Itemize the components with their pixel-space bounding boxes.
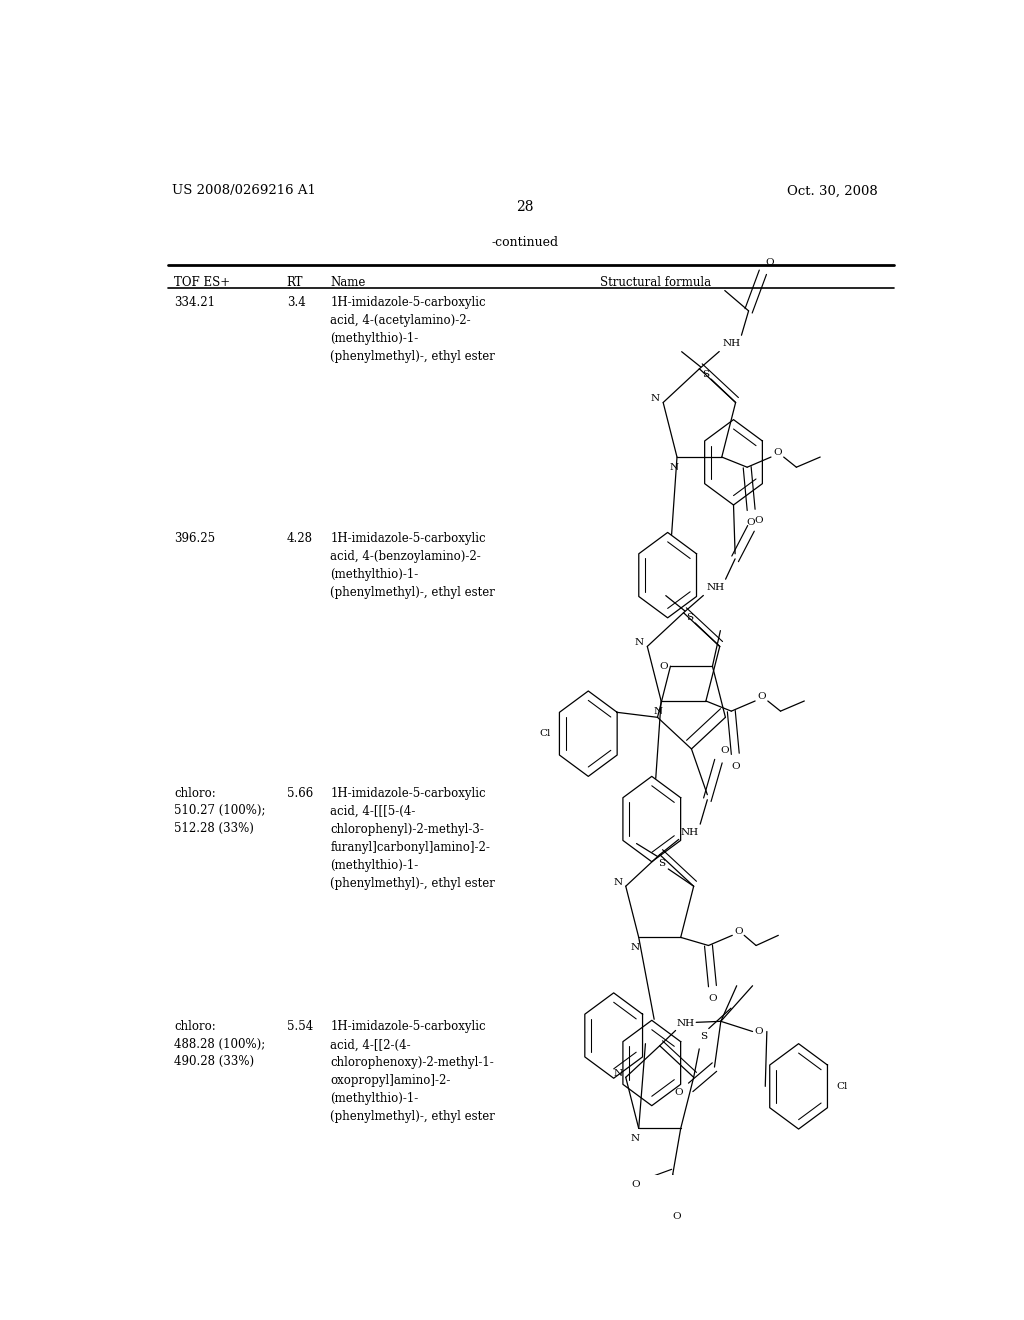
Text: 1H-imidazole-5-carboxylic
acid, 4-[[2-(4-
chlorophenoxy)-2-methyl-1-
oxopropyl]a: 1H-imidazole-5-carboxylic acid, 4-[[2-(4… xyxy=(331,1020,496,1123)
Text: O: O xyxy=(755,1027,763,1036)
Text: 3.4: 3.4 xyxy=(287,296,305,309)
Text: chloro:
510.27 (100%);
512.28 (33%): chloro: 510.27 (100%); 512.28 (33%) xyxy=(174,787,265,834)
Text: N: N xyxy=(670,463,678,471)
Text: NH: NH xyxy=(707,583,724,591)
Text: N: N xyxy=(653,706,663,715)
Text: 396.25: 396.25 xyxy=(174,532,215,545)
Text: Cl: Cl xyxy=(837,1082,848,1090)
Text: NH: NH xyxy=(676,1019,694,1028)
Text: Name: Name xyxy=(331,276,366,289)
Text: Structural formula: Structural formula xyxy=(600,276,712,289)
Text: Oct. 30, 2008: Oct. 30, 2008 xyxy=(787,185,878,198)
Text: O: O xyxy=(709,994,717,1003)
Text: O: O xyxy=(631,1180,640,1189)
Text: O: O xyxy=(659,661,669,671)
Text: 5.54: 5.54 xyxy=(287,1020,313,1034)
Text: O: O xyxy=(675,1088,683,1097)
Text: O: O xyxy=(755,516,763,525)
Text: US 2008/0269216 A1: US 2008/0269216 A1 xyxy=(172,185,315,198)
Text: -continued: -continued xyxy=(492,236,558,249)
Text: 1H-imidazole-5-carboxylic
acid, 4-(acetylamino)-2-
(methylthio)-1-
(phenylmethyl: 1H-imidazole-5-carboxylic acid, 4-(acety… xyxy=(331,296,496,363)
Text: RT: RT xyxy=(287,276,303,289)
Text: O: O xyxy=(765,257,773,267)
Text: S: S xyxy=(658,859,666,869)
Text: 5.66: 5.66 xyxy=(287,787,313,800)
Text: 334.21: 334.21 xyxy=(174,296,215,309)
Text: O: O xyxy=(773,449,781,458)
Text: 1H-imidazole-5-carboxylic
acid, 4-(benzoylamino)-2-
(methylthio)-1-
(phenylmethy: 1H-imidazole-5-carboxylic acid, 4-(benzo… xyxy=(331,532,496,599)
Text: N: N xyxy=(650,393,659,403)
Text: 4.28: 4.28 xyxy=(287,532,312,545)
Text: S: S xyxy=(699,1032,707,1041)
Text: N: N xyxy=(635,638,644,647)
Text: NH: NH xyxy=(681,828,699,837)
Text: O: O xyxy=(721,747,729,755)
Text: N: N xyxy=(613,1069,623,1077)
Text: chloro:
488.28 (100%);
490.28 (33%): chloro: 488.28 (100%); 490.28 (33%) xyxy=(174,1020,265,1068)
Text: S: S xyxy=(701,370,709,379)
Text: O: O xyxy=(734,927,743,936)
Text: O: O xyxy=(746,517,756,527)
Text: O: O xyxy=(673,1212,681,1221)
Text: S: S xyxy=(686,614,693,623)
Text: 28: 28 xyxy=(516,201,534,214)
Text: N: N xyxy=(631,1134,640,1143)
Text: N: N xyxy=(631,942,640,952)
Text: Cl: Cl xyxy=(539,729,550,738)
Text: TOF ES+: TOF ES+ xyxy=(174,276,230,289)
Text: NH: NH xyxy=(722,339,740,348)
Text: O: O xyxy=(757,693,766,701)
Text: N: N xyxy=(613,878,623,887)
Text: O: O xyxy=(731,762,739,771)
Text: 1H-imidazole-5-carboxylic
acid, 4-[[[5-(4-
chlorophenyl)-2-methyl-3-
furanyl]car: 1H-imidazole-5-carboxylic acid, 4-[[[5-(… xyxy=(331,787,496,890)
